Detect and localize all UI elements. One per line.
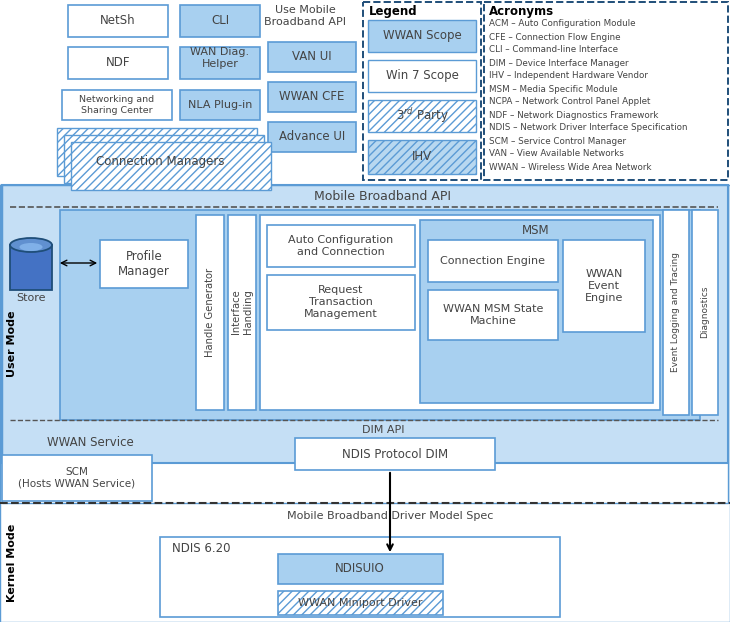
Bar — [2, 455, 152, 501]
Bar — [2, 185, 728, 463]
Bar — [368, 60, 476, 92]
Text: Diagnostics: Diagnostics — [701, 285, 710, 338]
Text: Connection Managers: Connection Managers — [96, 156, 224, 169]
Bar — [368, 20, 476, 52]
Text: CLI – Command-line Interface: CLI – Command-line Interface — [489, 45, 618, 55]
Bar — [428, 240, 558, 282]
Bar — [368, 140, 476, 174]
Bar — [2, 185, 728, 503]
Bar — [268, 122, 356, 152]
Bar — [428, 290, 558, 340]
Bar — [62, 90, 172, 120]
Text: Auto Configuration
and Connection: Auto Configuration and Connection — [288, 235, 393, 257]
Text: Handle Generator: Handle Generator — [205, 267, 215, 356]
Bar — [663, 210, 689, 415]
Text: Event Logging and Tracing: Event Logging and Tracing — [672, 252, 680, 372]
Text: DIM – Device Interface Manager: DIM – Device Interface Manager — [489, 58, 629, 68]
Text: WWAN Scope: WWAN Scope — [383, 29, 461, 42]
Ellipse shape — [10, 238, 52, 252]
Text: WWAN – Wireless Wide Area Network: WWAN – Wireless Wide Area Network — [489, 162, 651, 172]
Bar — [68, 5, 168, 37]
Bar — [295, 438, 495, 470]
Bar — [267, 275, 415, 330]
Text: DIM API: DIM API — [362, 425, 404, 435]
Text: IHV: IHV — [412, 151, 432, 164]
Text: Acronyms: Acronyms — [489, 4, 554, 17]
Text: NCPA – Network Control Panel Applet: NCPA – Network Control Panel Applet — [489, 98, 650, 106]
Bar — [100, 240, 188, 288]
Bar — [484, 2, 728, 180]
Bar — [68, 47, 168, 79]
Bar — [64, 135, 264, 183]
Text: CFE – Connection Flow Engine: CFE – Connection Flow Engine — [489, 32, 620, 42]
Text: NLA Plug-in: NLA Plug-in — [188, 100, 252, 110]
Text: MSM: MSM — [522, 225, 550, 238]
Text: Request
Transaction
Management: Request Transaction Management — [304, 285, 378, 318]
Bar — [692, 210, 718, 415]
Text: WWAN
Event
Engine: WWAN Event Engine — [585, 269, 623, 302]
Text: ACM – Auto Configuration Module: ACM – Auto Configuration Module — [489, 19, 636, 29]
Text: NDISUIO: NDISUIO — [335, 562, 385, 575]
Text: Legend: Legend — [369, 4, 418, 17]
Bar — [10, 245, 52, 290]
Bar — [60, 210, 700, 420]
Text: Connection Engine: Connection Engine — [440, 256, 545, 266]
Text: VAN UI: VAN UI — [292, 50, 332, 63]
Text: Use Mobile
Broadband API: Use Mobile Broadband API — [264, 5, 346, 27]
Text: NDIS Protocol DIM: NDIS Protocol DIM — [342, 447, 448, 460]
Text: Interface
Handling: Interface Handling — [231, 290, 253, 335]
Bar — [420, 220, 653, 403]
Text: IHV – Independent Hardware Vendor: IHV – Independent Hardware Vendor — [489, 72, 648, 80]
Text: Advance UI: Advance UI — [279, 131, 345, 144]
Text: Networking and
Sharing Center: Networking and Sharing Center — [80, 95, 155, 114]
Text: Win 7 Scope: Win 7 Scope — [385, 70, 458, 83]
Bar — [563, 240, 645, 332]
Bar — [268, 82, 356, 112]
Bar — [180, 90, 260, 120]
Text: CLI: CLI — [211, 14, 229, 27]
Text: WWAN Service: WWAN Service — [47, 437, 134, 450]
Text: 3$^{rd}$ Party: 3$^{rd}$ Party — [396, 106, 448, 126]
Bar — [260, 215, 660, 410]
Bar — [196, 215, 224, 410]
Text: Mobile Broadband API: Mobile Broadband API — [315, 190, 451, 203]
Text: Kernel Mode: Kernel Mode — [7, 523, 17, 601]
Bar — [160, 537, 560, 617]
Text: WWAN CFE: WWAN CFE — [280, 90, 345, 103]
Bar — [278, 554, 443, 584]
Bar — [363, 2, 481, 180]
Text: Store: Store — [16, 293, 46, 303]
Bar — [368, 100, 476, 132]
Bar — [57, 128, 257, 176]
Bar — [268, 42, 356, 72]
Text: VAN – View Available Networks: VAN – View Available Networks — [489, 149, 624, 159]
Ellipse shape — [20, 243, 42, 251]
Bar — [278, 591, 443, 615]
Text: NDF: NDF — [106, 57, 130, 70]
Bar — [180, 47, 260, 79]
Text: NDIS 6.20: NDIS 6.20 — [172, 542, 231, 555]
Text: Mobile Broadband Driver Model Spec: Mobile Broadband Driver Model Spec — [287, 511, 493, 521]
Text: SCM
(Hosts WWAN Service): SCM (Hosts WWAN Service) — [18, 467, 136, 489]
Text: WWAN Miniport Driver: WWAN Miniport Driver — [298, 598, 422, 608]
Bar — [71, 142, 271, 190]
Text: NDIS – Network Driver Interface Specification: NDIS – Network Driver Interface Specific… — [489, 124, 688, 132]
Text: NetSh: NetSh — [100, 14, 136, 27]
Text: Profile
Manager: Profile Manager — [118, 250, 170, 278]
Text: WAN Diag.
Helper: WAN Diag. Helper — [191, 47, 250, 69]
Text: SCM – Service Control Manager: SCM – Service Control Manager — [489, 136, 626, 146]
Text: NDF – Network Diagnostics Framework: NDF – Network Diagnostics Framework — [489, 111, 658, 119]
Text: MSM – Media Specific Module: MSM – Media Specific Module — [489, 85, 618, 93]
Bar — [180, 5, 260, 37]
Bar — [228, 215, 256, 410]
Text: User Mode: User Mode — [7, 311, 17, 378]
Bar — [267, 225, 415, 267]
Text: WWAN MSM State
Machine: WWAN MSM State Machine — [443, 304, 543, 326]
